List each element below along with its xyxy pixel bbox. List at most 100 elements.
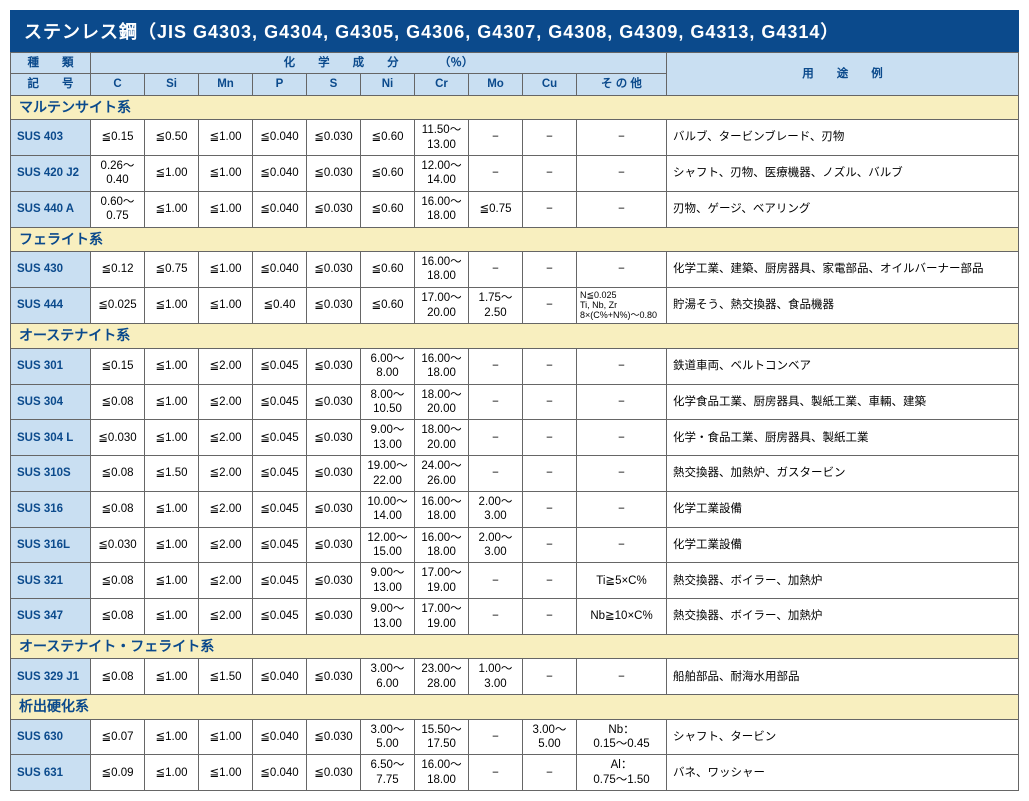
cell-grade: SUS 444 bbox=[11, 287, 91, 324]
cell-grade: SUS 316 bbox=[11, 491, 91, 527]
cell-other: − bbox=[577, 384, 667, 420]
cell-c: ≦0.07 bbox=[91, 719, 145, 755]
cell-grade: SUS 304 L bbox=[11, 420, 91, 456]
cell-grade: SUS 321 bbox=[11, 563, 91, 599]
cell-mn: ≦2.00 bbox=[199, 348, 253, 384]
cell-c: ≦0.08 bbox=[91, 491, 145, 527]
cell-s: ≦0.030 bbox=[307, 252, 361, 288]
cell-s: ≦0.030 bbox=[307, 719, 361, 755]
cell-other: Ti≧5×C% bbox=[577, 563, 667, 599]
cell-cu: − bbox=[523, 563, 577, 599]
cell-mo: − bbox=[469, 599, 523, 635]
cell-cu: − bbox=[523, 156, 577, 192]
cell-cu: − bbox=[523, 527, 577, 563]
cell-cu: − bbox=[523, 191, 577, 227]
cell-s: ≦0.030 bbox=[307, 191, 361, 227]
cell-cr: 16.00～18.00 bbox=[415, 191, 469, 227]
cell-p: ≦0.040 bbox=[253, 659, 307, 695]
cell-c: ≦0.09 bbox=[91, 755, 145, 791]
header-mo: Mo bbox=[469, 74, 523, 95]
cell-ni: 9.00～13.00 bbox=[361, 420, 415, 456]
cell-c: ≦0.08 bbox=[91, 456, 145, 492]
cell-mn: ≦2.00 bbox=[199, 420, 253, 456]
cell-cu: − bbox=[523, 120, 577, 156]
header-kind: 種 類 bbox=[11, 53, 91, 74]
cell-mn: ≦1.00 bbox=[199, 252, 253, 288]
cell-si: ≦1.50 bbox=[145, 456, 199, 492]
cell-use: シャフト、刃物、医療機器、ノズル、バルブ bbox=[667, 156, 1019, 192]
cell-grade: SUS 310S bbox=[11, 456, 91, 492]
cell-grade: SUS 403 bbox=[11, 120, 91, 156]
cell-other: − bbox=[577, 659, 667, 695]
cell-mn: ≦1.00 bbox=[199, 120, 253, 156]
table-row: SUS 444≦0.025≦1.00≦1.00≦0.40≦0.030≦0.601… bbox=[11, 287, 1019, 324]
cell-p: ≦0.045 bbox=[253, 348, 307, 384]
header-chem: 化 学 成 分 （％） bbox=[91, 53, 667, 74]
cell-grade: SUS 347 bbox=[11, 599, 91, 635]
cell-mo: − bbox=[469, 563, 523, 599]
cell-s: ≦0.030 bbox=[307, 348, 361, 384]
cell-use: 化学工業、建築、厨房器具、家電部品、オイルバーナー部品 bbox=[667, 252, 1019, 288]
cell-p: ≦0.045 bbox=[253, 384, 307, 420]
cell-use: 熱交換器、ボイラー、加熱炉 bbox=[667, 599, 1019, 635]
cell-use: 鉄道車両、ベルトコンベア bbox=[667, 348, 1019, 384]
cell-ni: 10.00～14.00 bbox=[361, 491, 415, 527]
cell-c: ≦0.12 bbox=[91, 252, 145, 288]
cell-s: ≦0.030 bbox=[307, 491, 361, 527]
table-row: SUS 631≦0.09≦1.00≦1.00≦0.040≦0.0306.50～7… bbox=[11, 755, 1019, 791]
cell-s: ≦0.030 bbox=[307, 156, 361, 192]
cell-cu: − bbox=[523, 755, 577, 791]
cell-p: ≦0.040 bbox=[253, 719, 307, 755]
cell-grade: SUS 631 bbox=[11, 755, 91, 791]
cell-ni: 6.50～7.75 bbox=[361, 755, 415, 791]
table-row: SUS 440 A0.60～0.75≦1.00≦1.00≦0.040≦0.030… bbox=[11, 191, 1019, 227]
group-header: マルテンサイト系 bbox=[11, 95, 1019, 120]
cell-use: 熱交換器、加熱炉、ガスタービン bbox=[667, 456, 1019, 492]
cell-ni: 3.00～5.00 bbox=[361, 719, 415, 755]
cell-grade: SUS 316L bbox=[11, 527, 91, 563]
cell-mo: − bbox=[469, 156, 523, 192]
group-header: オーステナイト系 bbox=[11, 324, 1019, 349]
cell-s: ≦0.030 bbox=[307, 563, 361, 599]
cell-cr: 17.00～19.00 bbox=[415, 599, 469, 635]
cell-si: ≦0.50 bbox=[145, 120, 199, 156]
cell-s: ≦0.030 bbox=[307, 420, 361, 456]
cell-si: ≦1.00 bbox=[145, 191, 199, 227]
cell-use: 化学工業設備 bbox=[667, 491, 1019, 527]
cell-cr: 18.00～20.00 bbox=[415, 420, 469, 456]
cell-cu: − bbox=[523, 659, 577, 695]
cell-p: ≦0.045 bbox=[253, 491, 307, 527]
header-mn: Mn bbox=[199, 74, 253, 95]
cell-si: ≦1.00 bbox=[145, 156, 199, 192]
cell-mn: ≦1.00 bbox=[199, 719, 253, 755]
cell-cu: − bbox=[523, 287, 577, 324]
cell-si: ≦1.00 bbox=[145, 659, 199, 695]
cell-si: ≦1.00 bbox=[145, 384, 199, 420]
cell-mn: ≦1.00 bbox=[199, 156, 253, 192]
cell-mo: − bbox=[469, 456, 523, 492]
cell-p: ≦0.040 bbox=[253, 755, 307, 791]
cell-s: ≦0.030 bbox=[307, 527, 361, 563]
cell-grade: SUS 630 bbox=[11, 719, 91, 755]
cell-mo: ≦0.75 bbox=[469, 191, 523, 227]
cell-ni: ≦0.60 bbox=[361, 156, 415, 192]
cell-c: ≦0.08 bbox=[91, 599, 145, 635]
cell-ni: 9.00～13.00 bbox=[361, 599, 415, 635]
cell-cu: 3.00～5.00 bbox=[523, 719, 577, 755]
table-row: SUS 304 L≦0.030≦1.00≦2.00≦0.045≦0.0309.0… bbox=[11, 420, 1019, 456]
cell-mn: ≦1.00 bbox=[199, 755, 253, 791]
cell-use: 船舶部品、耐海水用部品 bbox=[667, 659, 1019, 695]
cell-p: ≦0.045 bbox=[253, 456, 307, 492]
cell-other: − bbox=[577, 252, 667, 288]
header-p: P bbox=[253, 74, 307, 95]
cell-ni: ≦0.60 bbox=[361, 252, 415, 288]
cell-grade: SUS 430 bbox=[11, 252, 91, 288]
cell-ni: 6.00～8.00 bbox=[361, 348, 415, 384]
cell-mn: ≦1.50 bbox=[199, 659, 253, 695]
table-row: SUS 316≦0.08≦1.00≦2.00≦0.045≦0.03010.00～… bbox=[11, 491, 1019, 527]
cell-c: ≦0.08 bbox=[91, 563, 145, 599]
cell-si: ≦1.00 bbox=[145, 420, 199, 456]
cell-p: ≦0.045 bbox=[253, 420, 307, 456]
table-row: SUS 630≦0.07≦1.00≦1.00≦0.040≦0.0303.00～5… bbox=[11, 719, 1019, 755]
cell-p: ≦0.045 bbox=[253, 563, 307, 599]
